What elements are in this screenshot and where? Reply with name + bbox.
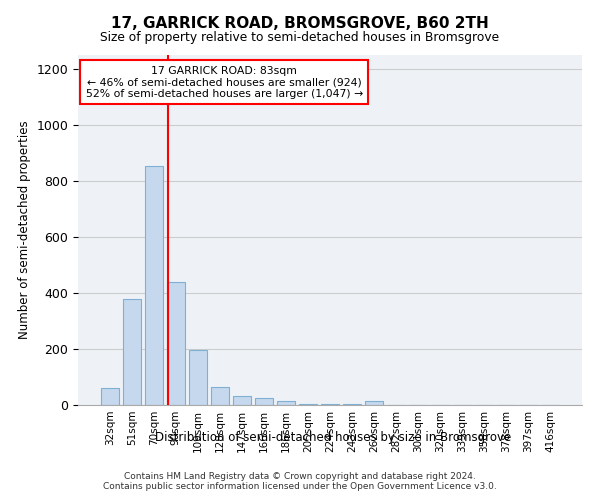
Bar (255, 398, 273, 405)
Bar (277, 401, 295, 405)
Y-axis label: Number of semi-detached properties: Number of semi-detached properties (18, 120, 31, 340)
Bar (365, 401, 383, 405)
Bar (233, 396, 251, 405)
Bar (167, 282, 185, 405)
Bar (343, 404, 361, 405)
Text: Contains public sector information licensed under the Open Government Licence v3: Contains public sector information licen… (103, 482, 497, 491)
Text: 17, GARRICK ROAD, BROMSGROVE, B60 2TH: 17, GARRICK ROAD, BROMSGROVE, B60 2TH (111, 16, 489, 31)
Bar (101, 388, 119, 405)
Text: Size of property relative to semi-detached houses in Bromsgrove: Size of property relative to semi-detach… (100, 31, 500, 44)
Text: Distribution of semi-detached houses by size in Bromsgrove: Distribution of semi-detached houses by … (155, 431, 511, 444)
Bar (321, 404, 339, 405)
Bar (145, 166, 163, 405)
Bar (299, 404, 317, 405)
Bar (211, 387, 229, 405)
Text: Contains HM Land Registry data © Crown copyright and database right 2024.: Contains HM Land Registry data © Crown c… (124, 472, 476, 481)
Bar (123, 298, 140, 405)
Bar (189, 350, 206, 405)
Text: 17 GARRICK ROAD: 83sqm
← 46% of semi-detached houses are smaller (924)
52% of se: 17 GARRICK ROAD: 83sqm ← 46% of semi-det… (86, 66, 363, 98)
